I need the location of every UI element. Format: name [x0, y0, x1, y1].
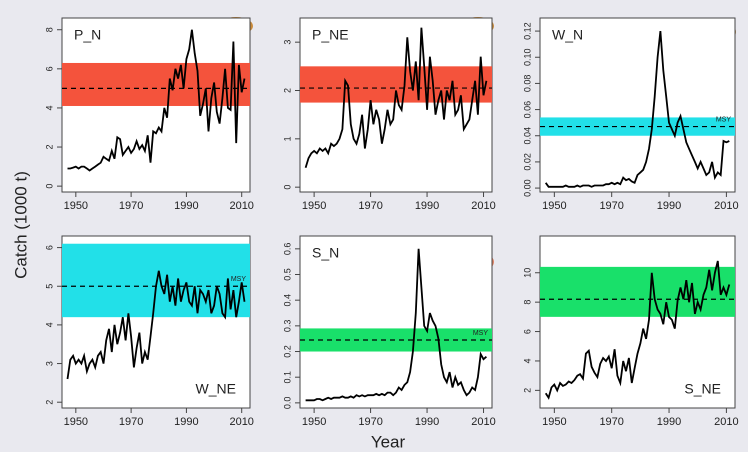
- msy-annotation: MSY: [231, 276, 247, 283]
- data-line: [544, 31, 730, 188]
- panel-title: W_N: [552, 27, 583, 43]
- x-tick-label: 2010: [714, 200, 738, 212]
- y-tick-label: 0.10: [522, 48, 532, 66]
- y-tick-label: 1: [282, 136, 292, 141]
- y-tick-label: 0.5: [282, 268, 292, 281]
- msy-band: [300, 328, 492, 352]
- data-line: [304, 27, 488, 169]
- y-tick-label: 2: [282, 88, 292, 93]
- y-tick-label: 0: [282, 185, 292, 190]
- x-tick-label: 1990: [174, 200, 198, 212]
- y-tick-label: 6: [522, 329, 532, 334]
- x-tick-label: 1970: [358, 416, 382, 428]
- y-tick-label: 8: [522, 300, 532, 305]
- y-tick-label: 0.1: [282, 371, 292, 384]
- panel: MSY 0.0 0.1 0.2 0.3 0.4 0.5 0.6 1950 1970 1990 2010…: [282, 235, 496, 428]
- y-tick-label: 0.0: [282, 397, 292, 410]
- data-line: [66, 270, 246, 380]
- x-tick-label: 1950: [302, 416, 326, 428]
- x-tick-label: 2010: [714, 416, 738, 428]
- y-tick-label: 0.00: [522, 179, 532, 197]
- y-tick-label: 4: [522, 358, 532, 363]
- y-tick-label: 0: [44, 184, 54, 189]
- x-tick-label: 2010: [471, 200, 495, 212]
- x-tick-label: 1950: [542, 416, 566, 428]
- x-tick-label: 1970: [599, 200, 623, 212]
- y-tick-label: 0.3: [282, 320, 292, 333]
- y-tick-label: 4: [44, 105, 54, 110]
- msy-band: [62, 243, 250, 318]
- y-tick-label: 0.08: [522, 75, 532, 93]
- msy-band: [62, 62, 250, 106]
- x-tick-label: 1950: [64, 416, 88, 428]
- x-tick-label: 2010: [471, 416, 495, 428]
- y-tick-label: 2: [44, 400, 54, 405]
- y-tick-label: 2: [522, 388, 532, 393]
- panel: MSY 0.00 0.02 0.04 0.06 0.08 0.10 0.12 1950 1970 1…: [522, 17, 739, 212]
- y-tick-label: 3: [282, 40, 292, 45]
- panel: 0 2 4 6 8 1950 1970 1990 2010 P_N: [44, 17, 254, 212]
- plot-area: [299, 235, 493, 409]
- panel-title: P_NE: [312, 27, 349, 43]
- y-tick-label: 8: [44, 27, 54, 32]
- panel: 2 4 6 8 10 1950 1970 1990 2010 S_NE: [522, 235, 739, 428]
- x-tick-label: 1990: [657, 416, 681, 428]
- y-tick-label: 6: [44, 66, 54, 71]
- panel-title: P_N: [74, 27, 101, 43]
- y-tick-label: 6: [44, 245, 54, 250]
- x-tick-label: 1950: [302, 200, 326, 212]
- x-tick-label: 1990: [657, 200, 681, 212]
- y-tick-label: 0.06: [522, 101, 532, 119]
- panel: MSY 2 3 4 5 6 1950 1970 1990 2010 W_NE: [44, 235, 254, 428]
- msy-band: [540, 266, 735, 317]
- y-tick-label: 0.12: [522, 22, 532, 40]
- plot-area: [539, 17, 736, 193]
- panel: 0 1 2 3 1950 1970 1990 2010 P_NE: [282, 17, 496, 212]
- y-tick-label: 2: [44, 145, 54, 150]
- y-tick-label: 0.6: [282, 243, 292, 256]
- x-tick-label: 1950: [542, 200, 566, 212]
- y-tick-label: 0.2: [282, 345, 292, 358]
- x-tick-label: 1990: [174, 416, 198, 428]
- x-tick-label: 1970: [119, 200, 143, 212]
- x-tick-label: 1970: [119, 416, 143, 428]
- data-line: [67, 29, 246, 172]
- y-tick-label: 10: [522, 268, 532, 278]
- x-tick-label: 1970: [358, 200, 382, 212]
- plot-area: [539, 235, 736, 409]
- y-tick-label: 4: [44, 322, 54, 327]
- panel-title: S_N: [312, 245, 339, 261]
- y-tick-label: 0.4: [282, 294, 292, 307]
- y-tick-label: 0.04: [522, 127, 532, 145]
- x-tick-label: 1990: [415, 200, 439, 212]
- msy-annotation: MSY: [473, 330, 489, 337]
- msy-band: [540, 117, 735, 136]
- x-tick-label: 2010: [229, 200, 253, 212]
- y-tick-label: 0.02: [522, 153, 532, 171]
- y-tick-label: 3: [44, 361, 54, 366]
- data-line: [544, 260, 731, 400]
- y-axis-label: Catch (1000 t): [11, 171, 30, 279]
- x-tick-label: 1970: [599, 416, 623, 428]
- plot-area: [299, 17, 493, 193]
- msy-annotation: MSY: [716, 116, 732, 123]
- x-tick-label: 1990: [415, 416, 439, 428]
- x-tick-label: 1950: [64, 200, 88, 212]
- x-axis-label: Year: [371, 432, 406, 451]
- panel-title: S_NE: [684, 381, 721, 397]
- x-tick-label: 2010: [229, 416, 253, 428]
- data-line: [305, 248, 487, 402]
- y-tick-label: 5: [44, 284, 54, 289]
- panel-title: W_NE: [196, 381, 236, 397]
